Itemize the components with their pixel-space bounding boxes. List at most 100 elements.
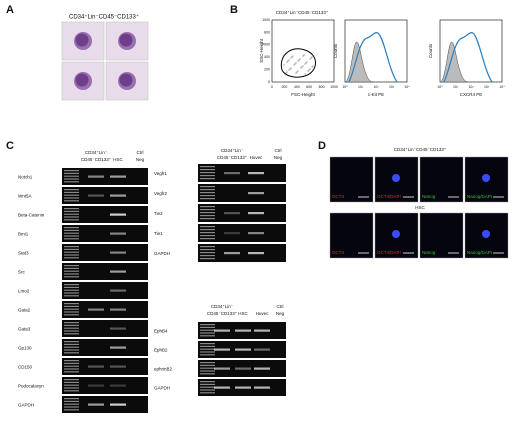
event-dot	[286, 61, 288, 63]
channel-label: Nanog/DAPI	[467, 250, 492, 255]
band	[214, 386, 230, 389]
lane-header: Neg	[274, 155, 283, 160]
channel-label: Nanog	[422, 250, 436, 255]
band	[110, 346, 126, 349]
gene-label: Stat3	[18, 251, 29, 256]
tick-label: 10²	[468, 85, 474, 89]
band	[254, 386, 270, 389]
band	[254, 348, 270, 351]
gene-label: Gp130	[18, 346, 32, 351]
ladder-band	[64, 194, 79, 196]
gel-strip	[62, 187, 148, 204]
ladder-band	[64, 267, 79, 269]
band	[88, 365, 104, 368]
ladder-band	[200, 218, 215, 220]
ladder-band	[64, 381, 79, 383]
band	[224, 232, 240, 235]
event-dot	[300, 67, 302, 69]
tick-label: 10⁴	[404, 85, 410, 89]
band	[110, 384, 126, 387]
event-dot	[289, 68, 291, 70]
ladder-band	[200, 343, 215, 345]
band	[248, 172, 264, 175]
event-dot	[292, 55, 294, 57]
ladder-band	[64, 210, 79, 212]
ladder-band	[200, 367, 215, 369]
band	[110, 213, 126, 216]
ladder-band	[64, 254, 79, 256]
ladder-band	[64, 352, 79, 354]
ladder-band	[200, 195, 215, 197]
isotype-histogram	[439, 41, 469, 83]
band	[110, 365, 126, 368]
ladder-band	[200, 392, 215, 394]
gene-label: Lmo2	[18, 289, 30, 294]
ladder-band	[200, 329, 215, 331]
ladder-band	[64, 286, 79, 288]
lane-header: CD34⁺Lin⁻	[85, 150, 108, 155]
gel-strip	[198, 204, 286, 222]
lane-header: Ctrl	[277, 304, 284, 309]
lane-header: CD45⁻CD133⁺	[217, 155, 248, 160]
tick-label: 200	[264, 68, 270, 72]
event-dot	[306, 61, 308, 63]
ladder-band	[200, 189, 215, 191]
gel-strip	[62, 339, 148, 356]
ladder-band	[64, 248, 79, 250]
gel-strip	[62, 396, 148, 413]
channel-label: Nanog/DAPI	[467, 194, 492, 199]
event-dot	[308, 69, 310, 71]
tick-label: 400	[264, 55, 270, 59]
ladder-band	[200, 175, 215, 177]
channel-label: OCT4	[332, 250, 344, 255]
ladder-band	[200, 212, 215, 214]
ladder-band	[64, 292, 79, 294]
event-dot	[288, 69, 290, 71]
ladder-band	[64, 343, 79, 345]
ladder-band	[200, 324, 215, 326]
ladder-band	[64, 289, 79, 291]
band	[110, 251, 126, 254]
panel-title: CD34⁺Lin⁻CD45⁻CD133⁺	[394, 147, 447, 152]
ladder-band	[200, 362, 215, 364]
event-dot	[307, 70, 309, 72]
band	[88, 384, 104, 387]
event-dot	[295, 72, 297, 74]
ladder-band	[200, 169, 215, 171]
ladder-band	[64, 178, 79, 180]
event-dot	[303, 54, 305, 56]
event-dot	[284, 73, 286, 75]
event-dot	[290, 57, 292, 59]
event-dot	[312, 65, 314, 67]
channel-label: OCT4	[332, 194, 344, 199]
tick-label: 10²	[373, 85, 379, 89]
gel-strip	[62, 225, 148, 242]
tick-label: 600	[306, 85, 312, 89]
event-dot	[310, 57, 312, 59]
band	[110, 232, 126, 235]
micrograph	[105, 21, 149, 61]
lane-header: Huvec	[250, 155, 264, 160]
ladder-band	[200, 381, 215, 383]
ladder-band	[200, 348, 215, 350]
lane-header: CD34⁺Lin⁻	[221, 148, 244, 153]
panel-title: CD34⁺Lin⁻CD45⁻CD133⁺	[69, 14, 139, 21]
ladder-band	[200, 389, 215, 391]
gel-strip	[62, 168, 148, 185]
gate	[280, 48, 316, 78]
channel-label: Nanog	[422, 194, 436, 199]
event-dot	[291, 56, 293, 58]
tick-label: 10³	[389, 85, 395, 89]
band	[254, 367, 270, 370]
event-dot	[294, 63, 296, 65]
band	[110, 289, 126, 292]
ladder-band	[200, 229, 215, 231]
event-dot	[309, 68, 311, 70]
ladder-band	[64, 257, 79, 259]
ladder-band	[64, 406, 79, 408]
ladder-band	[200, 370, 215, 372]
gene-label: Wnt5A	[18, 194, 32, 199]
event-dot	[283, 54, 285, 56]
ladder-band	[200, 335, 215, 337]
event-dot	[298, 59, 300, 61]
